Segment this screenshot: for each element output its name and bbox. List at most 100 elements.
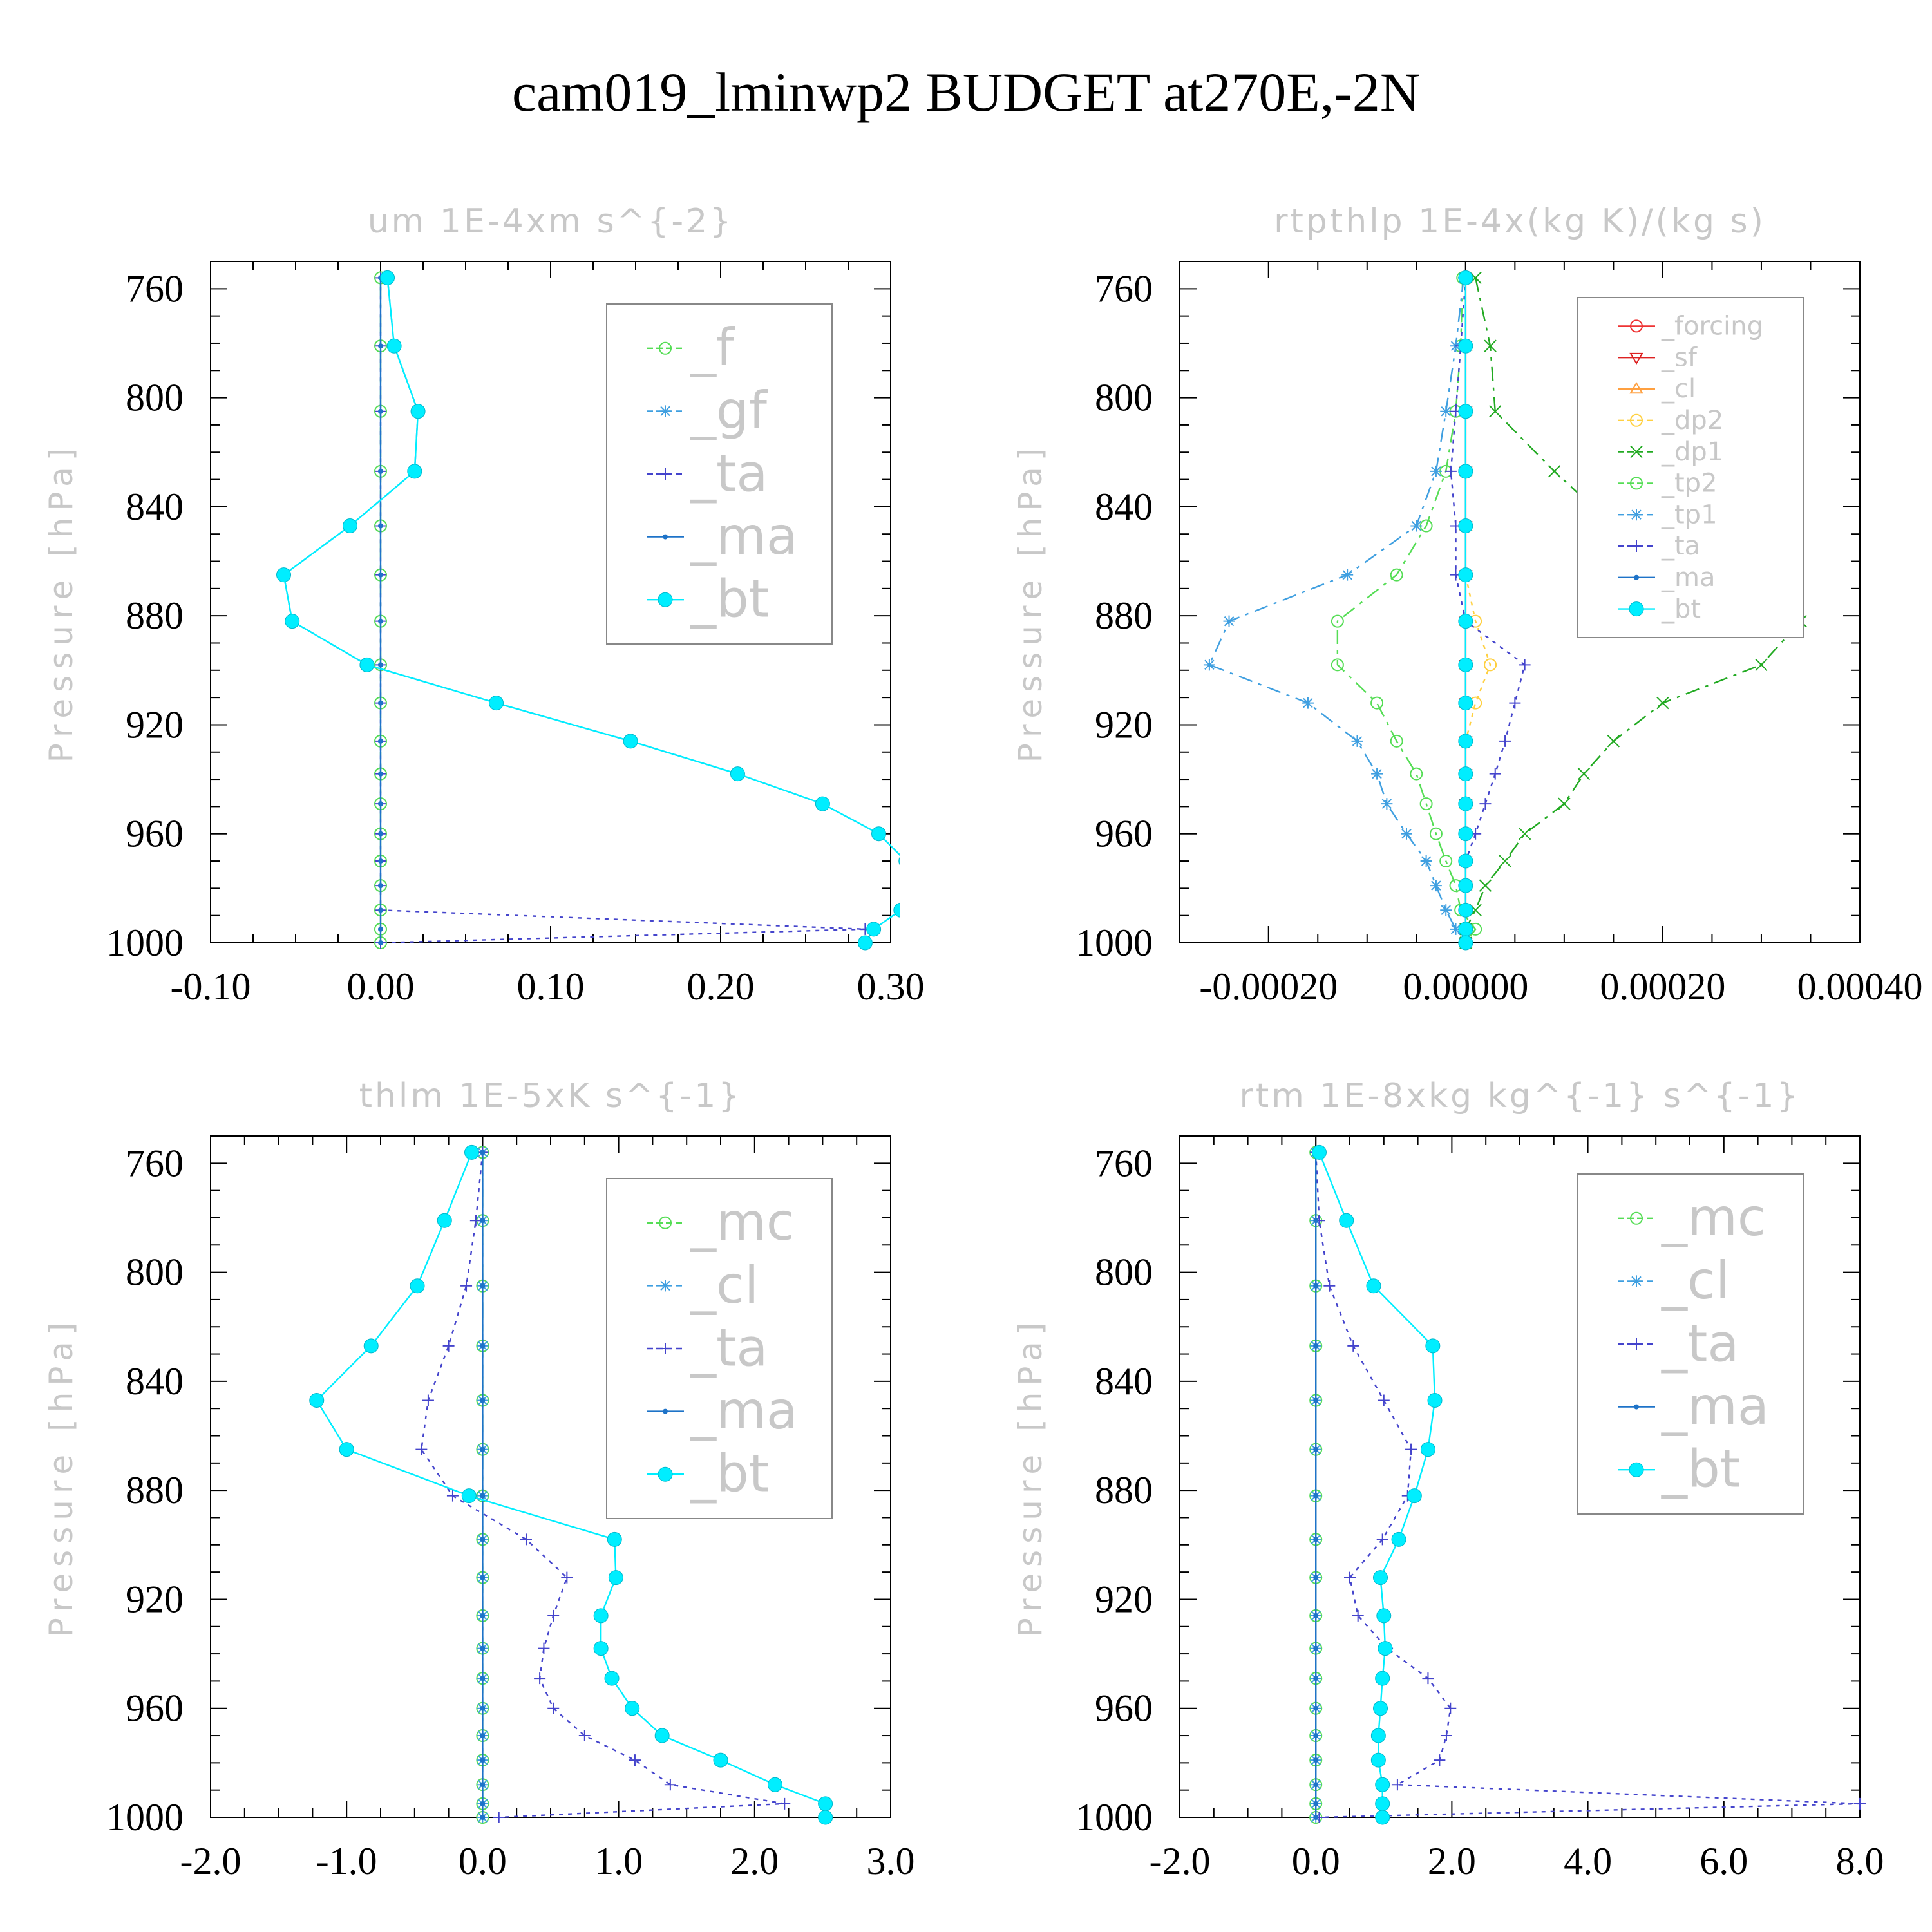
y-axis-label: Pressure [hPa] (1012, 1316, 1049, 1638)
legend: _forcing_sf_cl_dp2_dp1_tp2_tp1_ta_ma_bt (1577, 297, 1804, 638)
data-point (407, 464, 422, 479)
data-point (378, 662, 383, 668)
data-point (1351, 735, 1363, 747)
data-point (1410, 520, 1423, 532)
data-point (1458, 922, 1473, 937)
legend-marker (1630, 319, 1643, 333)
y-axis-label: Pressure [hPa] (43, 1316, 80, 1638)
legend-label: _tp2 (1661, 469, 1718, 498)
data-point (1313, 1537, 1319, 1542)
x-tick-label: 0.20 (687, 965, 755, 1008)
data-point (1410, 767, 1423, 781)
data-point (342, 518, 357, 534)
series-line (316, 1151, 826, 1817)
legend-label: _ta (1661, 1313, 1739, 1373)
legend-label: _ma (1661, 563, 1715, 592)
data-point (480, 1446, 486, 1452)
y-tick-label: 800 (126, 377, 184, 419)
series-line (1336, 278, 1477, 943)
data-point (386, 338, 402, 354)
data-point (779, 1797, 791, 1810)
data-point (730, 766, 745, 782)
x-tick-label: 0.00020 (1600, 965, 1725, 1008)
data-point (1499, 855, 1511, 867)
legend-marker (1634, 1404, 1639, 1410)
data-point (1313, 1613, 1319, 1618)
legend-label: _gf (690, 381, 768, 440)
data-point (378, 858, 383, 864)
data-point (629, 1754, 641, 1766)
legend-label: _ma (1661, 1376, 1769, 1436)
data-point (1439, 855, 1453, 868)
data-point (378, 907, 383, 913)
x-tick-label: 0.10 (517, 965, 585, 1008)
y-tick-label: 840 (126, 1360, 184, 1403)
data-point (1406, 1488, 1422, 1504)
data-point (480, 1575, 486, 1580)
data-point (378, 926, 383, 932)
data-point (480, 1397, 486, 1403)
data-point (1489, 768, 1501, 780)
data-point (1450, 923, 1462, 935)
data-point (1548, 465, 1561, 478)
data-point (608, 1570, 623, 1586)
data-point (480, 1815, 486, 1820)
x-tick-label: 0.0 (459, 1840, 507, 1882)
data-point (547, 1609, 560, 1622)
data-point (1607, 735, 1620, 748)
legend-marker (658, 1466, 673, 1482)
data-point (480, 1218, 486, 1224)
y-tick-label: 1000 (1075, 922, 1153, 964)
data-point (410, 404, 426, 419)
data-point (489, 696, 504, 711)
data-point (1373, 1701, 1388, 1716)
data-point (1558, 797, 1571, 810)
x-tick-label: 3.0 (867, 1840, 915, 1882)
legend-marker (659, 468, 671, 480)
legend-marker (1631, 1338, 1642, 1350)
data-point (1577, 767, 1591, 781)
legend-label: _ma (690, 506, 798, 566)
series-ta (415, 1146, 791, 1823)
series-line (283, 278, 900, 943)
legend-marker (1634, 574, 1639, 580)
series-ma (480, 1150, 486, 1820)
data-point (378, 468, 383, 474)
data-point (1378, 1641, 1393, 1656)
data-point (460, 1280, 473, 1292)
data-point (1519, 659, 1531, 671)
x-tick-label: 0.30 (857, 965, 925, 1008)
legend-label: _sf (1661, 343, 1698, 372)
x-tick-label: 8.0 (1836, 1840, 1884, 1882)
legend-marker (1630, 1211, 1643, 1225)
series-line (1208, 278, 1466, 943)
data-point (871, 826, 887, 842)
data-point (378, 940, 383, 945)
data-point (1489, 405, 1502, 418)
data-point (866, 922, 882, 937)
legend-marker (658, 592, 673, 607)
x-tick-label: 0.00000 (1403, 965, 1528, 1008)
data-point (1458, 878, 1473, 893)
data-point (664, 1779, 676, 1791)
x-tick-label: -0.10 (171, 965, 251, 1008)
data-point (1381, 798, 1393, 810)
y-tick-label: 1000 (1075, 1796, 1153, 1839)
data-point (1440, 904, 1452, 916)
data-point (1458, 657, 1473, 672)
y-axis-label: Pressure [hPa] (1012, 442, 1049, 763)
data-point (1425, 1338, 1441, 1354)
y-tick-label: 880 (126, 594, 184, 637)
data-point (1313, 1705, 1319, 1711)
legend-marker (659, 1280, 671, 1292)
data-point (1223, 615, 1235, 627)
data-point (1331, 614, 1344, 628)
data-point (1484, 339, 1497, 352)
data-point (415, 1443, 428, 1455)
legend-marker (1630, 445, 1643, 459)
data-point (480, 1613, 486, 1618)
data-point (1458, 567, 1473, 583)
data-point (359, 657, 375, 672)
data-point (1313, 1782, 1319, 1788)
y-tick-label: 1000 (106, 922, 184, 964)
